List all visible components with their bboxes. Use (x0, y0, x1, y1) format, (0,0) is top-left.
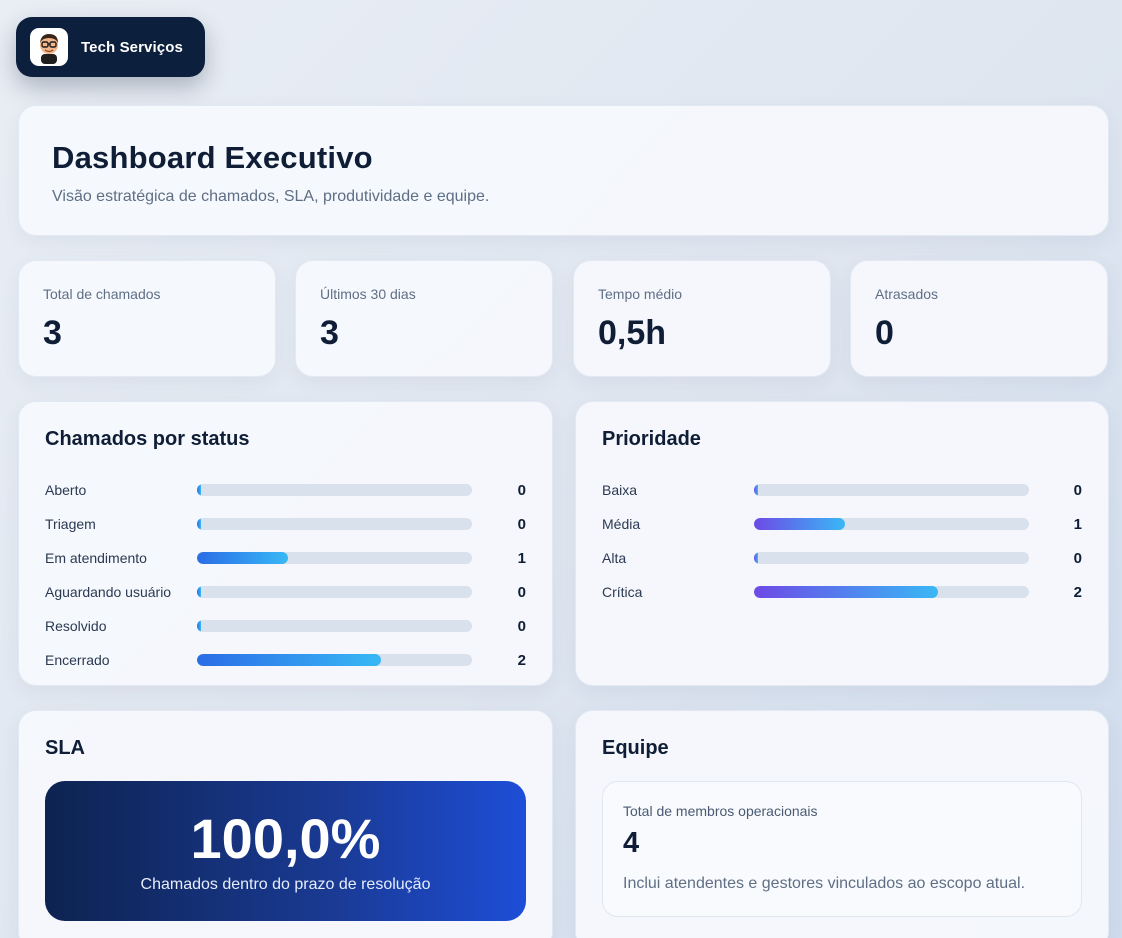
bar-row: Encerrado 2 (45, 643, 526, 677)
kpi-average-time: Tempo médio 0,5h (573, 260, 831, 377)
bar-value: 0 (517, 515, 526, 533)
team-count: 4 (623, 827, 640, 859)
priority-list: Baixa 0 Média 1 Alta 0 Crítica 2 (602, 473, 1082, 609)
status-list: Aberto 0 Triagem 0 Em atendimento 1 Aguardando… (45, 473, 526, 677)
kpi-last-30-days: Últimos 30 dias 3 (295, 260, 553, 377)
bar-row: Alta 0 (602, 541, 1082, 575)
bar-label: Média (602, 516, 641, 532)
team-summary: Total de membros operacionais 4 Inclui a… (602, 781, 1082, 917)
bar-track (754, 552, 1029, 564)
bar-track (754, 518, 1029, 530)
kpi-value: 3 (320, 314, 339, 352)
bar-row: Resolvido 0 (45, 609, 526, 643)
bar-value: 0 (517, 583, 526, 601)
panel-title: Prioridade (602, 428, 701, 450)
page-title: Dashboard Executivo (52, 140, 373, 175)
sla-panel: SLA 100,0% Chamados dentro do prazo de r… (18, 710, 553, 938)
bar-fill (754, 518, 845, 530)
bar-row: Aguardando usuário 0 (45, 575, 526, 609)
bar-label: Alta (602, 550, 627, 566)
bar-fill (754, 484, 758, 496)
brand-name: Tech Serviços (81, 38, 183, 56)
brand-badge[interactable]: Tech Serviços (16, 17, 205, 77)
bar-value: 1 (517, 549, 526, 567)
team-description: Inclui atendentes e gestores vinculados … (623, 875, 1026, 892)
sla-percent: 100,0% (190, 807, 381, 870)
bar-row: Aberto 0 (45, 473, 526, 507)
kpi-label: Total de chamados (43, 286, 161, 302)
bar-value: 2 (1073, 583, 1082, 601)
sla-caption: Chamados dentro do prazo de resolução (140, 876, 431, 893)
kpi-total-tickets: Total de chamados 3 (18, 260, 276, 377)
bar-label: Baixa (602, 482, 638, 498)
bar-label: Resolvido (45, 618, 107, 634)
bar-track (197, 518, 472, 530)
bar-row: Baixa 0 (602, 473, 1082, 507)
panel-title: Equipe (602, 737, 669, 759)
kpi-label: Tempo médio (598, 286, 683, 302)
bar-fill (197, 620, 201, 632)
status-panel: Chamados por status Aberto 0 Triagem 0 Em at… (18, 401, 553, 686)
bar-value: 1 (1073, 515, 1082, 533)
bar-row: Crítica 2 (602, 575, 1082, 609)
bar-fill (197, 484, 201, 496)
bar-fill (197, 552, 288, 564)
kpi-overdue: Atrasados 0 (850, 260, 1108, 377)
bar-row: Triagem 0 (45, 507, 526, 541)
bar-row: Em atendimento 1 (45, 541, 526, 575)
sla-highlight: 100,0% Chamados dentro do prazo de resol… (45, 781, 526, 921)
page-header: Dashboard Executivo Visão estratégica de… (18, 105, 1109, 236)
bar-fill (197, 654, 382, 666)
panel-title: SLA (45, 737, 85, 759)
bar-track (754, 586, 1029, 598)
kpi-label: Últimos 30 dias (320, 286, 416, 302)
bar-track (197, 484, 472, 496)
team-panel: Equipe Total de membros operacionais 4 I… (575, 710, 1109, 938)
kpi-label: Atrasados (875, 286, 939, 302)
bar-track (754, 484, 1029, 496)
page-subtitle: Visão estratégica de chamados, SLA, prod… (52, 188, 490, 205)
bar-track (197, 620, 472, 632)
bar-fill (754, 586, 939, 598)
bar-value: 0 (517, 481, 526, 499)
priority-panel: Prioridade Baixa 0 Média 1 Alta 0 Crítica 2 (575, 401, 1109, 686)
bar-label: Aberto (45, 482, 87, 498)
team-label: Total de membros operacionais (623, 803, 818, 819)
bar-label: Aguardando usuário (45, 584, 172, 600)
bar-fill (754, 552, 758, 564)
kpi-value: 3 (43, 314, 62, 352)
bar-value: 0 (517, 617, 526, 635)
bar-fill (197, 586, 201, 598)
bar-value: 0 (1073, 549, 1082, 567)
kpi-value: 0 (875, 314, 894, 352)
bar-fill (197, 518, 201, 530)
bar-label: Triagem (45, 516, 96, 532)
bar-track (197, 552, 472, 564)
kpi-value: 0,5h (598, 314, 667, 352)
panel-title: Chamados por status (45, 428, 250, 450)
bar-value: 0 (1073, 481, 1082, 499)
developer-avatar-icon (30, 28, 68, 66)
bar-track (197, 586, 472, 598)
bar-label: Crítica (602, 584, 643, 600)
bar-label: Em atendimento (45, 550, 147, 566)
bar-value: 2 (517, 651, 526, 669)
bar-label: Encerrado (45, 652, 110, 668)
bar-track (197, 654, 472, 666)
bar-row: Média 1 (602, 507, 1082, 541)
